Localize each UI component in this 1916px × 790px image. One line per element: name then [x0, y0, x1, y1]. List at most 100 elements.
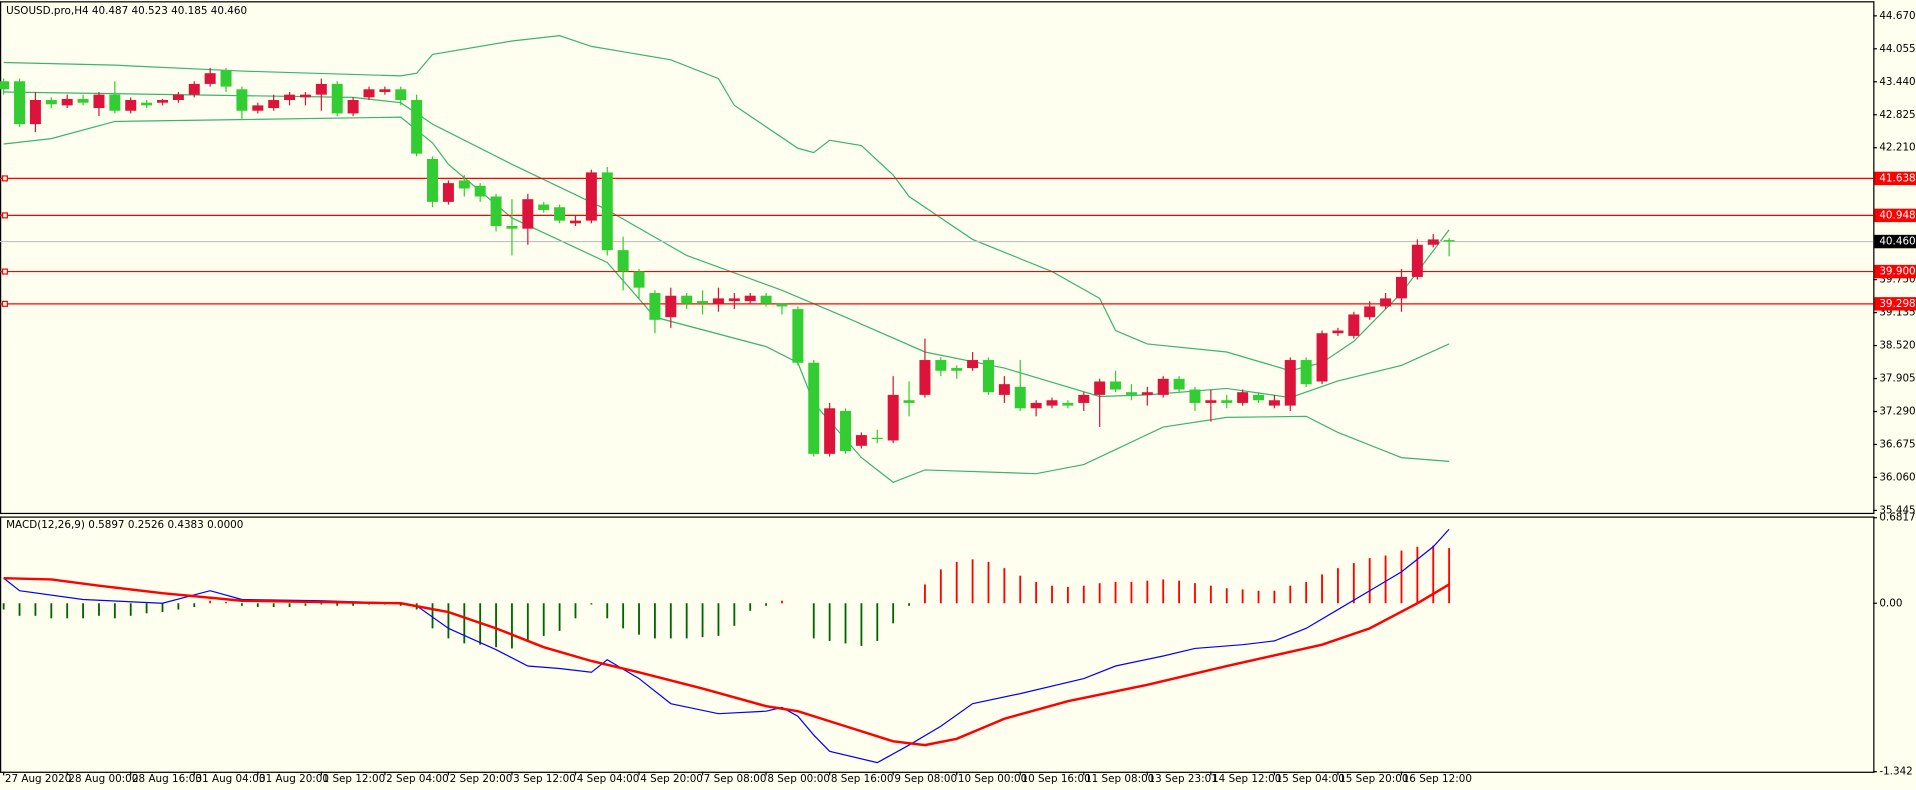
candle-body	[1395, 276, 1407, 299]
candle-body	[1046, 400, 1058, 406]
candle-body	[1268, 400, 1280, 406]
candle-body	[156, 100, 168, 103]
y-tick-label: 43.440	[1879, 76, 1915, 88]
candle-body	[1125, 392, 1137, 395]
candle-body	[109, 94, 121, 111]
candle-body	[1427, 239, 1439, 245]
candle-body	[268, 100, 280, 109]
candle-body	[1221, 400, 1233, 403]
candle-body	[1110, 381, 1122, 390]
candle-body	[585, 172, 597, 221]
candle-body	[1380, 298, 1392, 307]
x-tick-label: 10 Sep 16:00	[1021, 773, 1090, 785]
level-tag	[1874, 297, 1916, 311]
candle-body	[220, 70, 232, 87]
y-tick-label: 37.290	[1879, 406, 1915, 418]
x-tick-label: 15 Sep 04:00	[1276, 773, 1345, 785]
y-tick-label: 44.670	[1879, 10, 1915, 22]
x-tick-label: 10 Sep 00:00	[958, 773, 1027, 785]
y-tick-label: 42.210	[1879, 142, 1915, 154]
x-tick-label: 2 Sep 20:00	[450, 773, 513, 785]
x-tick-label: 4 Sep 20:00	[640, 773, 703, 785]
level-label: 41.638	[1879, 172, 1915, 184]
candle-body	[29, 100, 41, 125]
candle-body	[617, 250, 629, 272]
candle-body	[1014, 386, 1026, 409]
x-tick-label: 9 Sep 08:00	[894, 773, 957, 785]
candle-body	[14, 81, 26, 125]
candle-body	[1173, 378, 1185, 390]
level-tag	[1874, 264, 1916, 279]
candle-body	[1062, 402, 1074, 406]
candle-body	[712, 298, 724, 304]
candle-body	[824, 408, 836, 454]
candle-body	[411, 100, 423, 154]
candle-body	[665, 295, 677, 318]
y-tick-label: 0.6817	[1879, 512, 1915, 524]
candle-body	[808, 362, 820, 454]
candle-body	[77, 98, 89, 103]
candle-body	[887, 394, 899, 441]
candle-body	[1078, 394, 1090, 403]
candle-body	[919, 360, 931, 395]
level-marker	[1, 268, 8, 275]
candle-body	[935, 360, 947, 371]
candle-body	[1189, 389, 1201, 403]
y-tick-label: 42.825	[1879, 109, 1915, 121]
y-tick-label: 37.905	[1879, 373, 1915, 385]
level-marker	[1, 175, 8, 182]
x-tick-label: 28 Aug 00:00	[68, 773, 138, 785]
y-tick-label: 36.675	[1879, 438, 1915, 450]
candle-body	[903, 400, 915, 403]
y-tick-label: 36.060	[1879, 471, 1915, 483]
candle-body	[1443, 240, 1455, 242]
candle-body	[967, 360, 979, 369]
x-tick-label: 3 Sep 12:00	[513, 773, 576, 785]
candle-body	[1030, 402, 1042, 409]
y-tick-label: 44.055	[1879, 43, 1915, 55]
indicator-line	[3, 576, 1450, 747]
candle-body	[61, 98, 73, 106]
candle-body	[697, 301, 709, 304]
candle-body	[284, 94, 296, 101]
candle-body	[490, 196, 502, 227]
x-tick-label: 15 Sep 20:00	[1339, 773, 1408, 785]
indicator-line	[3, 116, 1450, 483]
y-tick-label: -1.342	[1879, 766, 1912, 778]
candle-body	[347, 100, 359, 114]
candle-body	[871, 437, 883, 439]
candle-body	[236, 89, 248, 111]
candle-body	[442, 183, 454, 202]
candle-body	[188, 83, 200, 95]
candle-body	[792, 309, 804, 363]
candle-body	[252, 105, 264, 111]
x-tick-label: 7 Sep 08:00	[704, 773, 767, 785]
candle-body	[569, 220, 581, 224]
candle-body	[633, 271, 645, 288]
x-tick-label: 14 Sep 12:00	[1212, 773, 1281, 785]
x-tick-label: 2 Sep 04:00	[386, 773, 449, 785]
candle-body	[728, 298, 740, 302]
y-tick-label: 0.00	[1879, 597, 1902, 609]
last-price-tag	[1874, 234, 1916, 249]
x-tick-label: 8 Sep 00:00	[767, 773, 830, 785]
x-tick-label: 28 Aug 16:00	[132, 773, 202, 785]
chart-title: USOUSD.pro,H4 40.487 40.523 40.185 40.46…	[6, 5, 247, 17]
macd-pane-frame	[0, 516, 1875, 773]
candle-body	[1253, 394, 1265, 401]
x-tick-label: 31 Aug 20:00	[259, 773, 329, 785]
y-tick-label: 38.520	[1879, 340, 1915, 352]
candle-body	[1316, 333, 1328, 382]
candle-body	[0, 81, 10, 90]
level-label: 39.900	[1879, 266, 1915, 278]
candle-body	[363, 89, 375, 98]
candle-body	[744, 295, 756, 302]
candle-body	[951, 368, 963, 371]
candle-body	[1205, 400, 1217, 403]
candle-body	[1332, 330, 1344, 334]
candle-body	[125, 100, 137, 111]
candle-body	[681, 295, 693, 304]
price-pane-frame	[0, 1, 1875, 515]
candle-body	[1300, 360, 1312, 385]
